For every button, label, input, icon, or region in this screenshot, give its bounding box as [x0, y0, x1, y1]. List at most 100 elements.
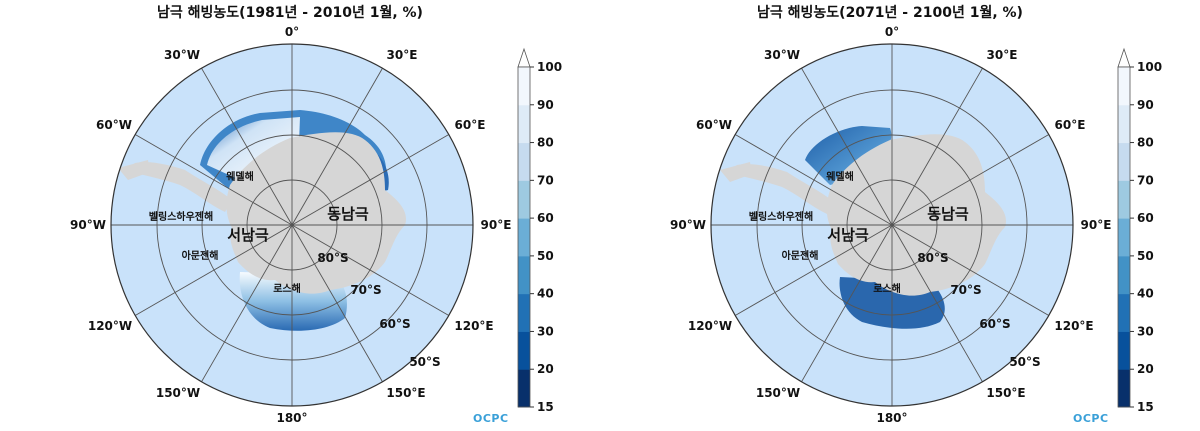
region-bellingshausen: 벨링스하우젠해: [149, 210, 213, 223]
lat-label: 80°S: [917, 251, 948, 265]
region-west-antarctica: 서남극: [227, 226, 269, 244]
colorbar-tick-label: 40: [1137, 287, 1154, 301]
meridians: [711, 44, 1073, 406]
map-title: 남극 해빙농도(2071년 - 2100년 1월, %): [757, 5, 1023, 21]
colorbar-tick-label: 30: [1137, 324, 1154, 338]
lon-label: 90°E: [1081, 218, 1112, 232]
colorbar-tick-label: 70: [1137, 173, 1154, 187]
colorbar: 15 20 30 40 50 60 70 80 90 100: [517, 47, 562, 414]
region-weddell: 웨델해: [826, 170, 854, 183]
region-amundsen: 아문젠해: [782, 249, 819, 262]
latitude-labels: 80°S 70°S 60°S 50°S: [917, 251, 1040, 369]
colorbar-tick-label: 60: [1137, 211, 1154, 225]
colorbar-band: [1118, 293, 1130, 332]
lon-label: 0°: [285, 25, 299, 39]
colorbar-band: [1118, 218, 1130, 257]
region-weddell: 웨델해: [226, 170, 254, 183]
lon-label: 30°E: [987, 48, 1018, 62]
colorbar-tick-label: 70: [537, 173, 554, 187]
lat-label: 60°S: [979, 317, 1010, 331]
panel-1981-2010: 남극 해빙농도(1981년 - 2010년 1월, %): [70, 5, 562, 425]
longitude-labels: 0° 30°E 60°E 90°E 120°E 150°E 180° 150°W…: [670, 25, 1111, 425]
lon-label: 120°E: [1054, 319, 1093, 333]
colorbar-tick-label: 40: [537, 287, 554, 301]
lon-label: 120°W: [88, 319, 132, 333]
colorbar-steps: [517, 47, 531, 408]
colorbar-band: [1118, 369, 1130, 408]
colorbar-tick-label: 100: [537, 60, 562, 74]
lon-label: 60°W: [96, 118, 132, 132]
colorbar-tick-label: 20: [1137, 362, 1154, 376]
lon-label: 150°E: [986, 386, 1025, 400]
colorbar-band: [1118, 142, 1130, 181]
colorbar-band: [518, 180, 530, 219]
colorbar-band: [518, 255, 530, 295]
region-labels: 웨델해 벨링스하우젠해 아문젠해 로스해 서남극 동남극: [149, 170, 369, 295]
colorbar-tick-label: 15: [537, 400, 554, 414]
colorbar-tick-label: 90: [537, 98, 554, 112]
colorbar-band: [1118, 331, 1130, 370]
peninsula-tip: [720, 162, 752, 182]
colorbar-tick-label: 30: [537, 324, 554, 338]
colorbar-extend-arrow: [517, 47, 531, 68]
antarctica-land: [826, 134, 1006, 296]
lat-label: 70°S: [950, 283, 981, 297]
colorbar-tick-label: 80: [537, 136, 554, 150]
map-border: [710, 43, 1074, 407]
region-ross: 로스해: [273, 282, 301, 295]
lon-label: 150°E: [386, 386, 425, 400]
lon-label: 60°E: [455, 118, 486, 132]
longitude-labels: 0° 30°E 60°E 90°E 120°E 150°E 180° 150°W…: [70, 25, 511, 425]
colorbar-tick-label: 20: [537, 362, 554, 376]
colorbar-tick-label: 50: [1137, 249, 1154, 263]
colorbar-band: [1118, 180, 1130, 219]
map-border: [110, 43, 474, 407]
antarctic-peninsula: [727, 164, 834, 214]
colorbar-tick-label: 15: [1137, 400, 1154, 414]
region-west-antarctica: 서남극: [827, 226, 869, 244]
colorbar-tick-label: 100: [1137, 60, 1162, 74]
region-amundsen: 아문젠해: [182, 249, 219, 262]
panel-2071-2100: 남극 해빙농도(2071년 - 2100년 1월, %): [600, 0, 1200, 431]
colorbar-band: [518, 218, 530, 257]
colorbar-band: [518, 293, 530, 332]
lon-label: 180°: [876, 411, 907, 425]
colorbar: 15 20 30 40 50 60 70 80 90 100: [1117, 47, 1162, 414]
colorbar-frame: [517, 66, 531, 408]
lon-label: 60°E: [1055, 118, 1086, 132]
colorbar-frame: [1117, 66, 1131, 408]
colorbar-band: [1118, 104, 1130, 144]
region-ross: 로스해: [873, 282, 901, 295]
lon-label: 30°W: [164, 48, 200, 62]
lon-label: 120°W: [688, 319, 732, 333]
lon-label: 60°W: [696, 118, 732, 132]
polar-map: 0° 30°E 60°E 90°E 120°E 150°E 180° 150°W…: [670, 25, 1111, 425]
lat-label: 50°S: [409, 355, 440, 369]
lon-label: 90°W: [70, 218, 106, 232]
colorbar-band: [518, 67, 530, 106]
lon-label: 90°E: [481, 218, 512, 232]
region-east-antarctica: 동남극: [327, 205, 369, 223]
antarctica-land: [226, 132, 406, 294]
region-labels: 웨델해 벨링스하우젠해 아문젠해 로스해 서남극 동남극: [749, 170, 969, 295]
lon-label: 90°W: [670, 218, 706, 232]
colorbar-band: [518, 369, 530, 408]
lon-label: 150°W: [156, 386, 200, 400]
parallels: [756, 89, 1028, 361]
colorbar-steps: [1117, 47, 1131, 408]
lat-label: 70°S: [350, 283, 381, 297]
colorbar-band: [1118, 255, 1130, 295]
colorbar-tick-label: 80: [1137, 136, 1154, 150]
lon-label: 30°E: [387, 48, 418, 62]
ocpc-logo: OCPC: [1073, 412, 1109, 425]
colorbar-ticks: 15 20 30 40 50 60 70 80 90 100: [1130, 60, 1162, 414]
lon-label: 120°E: [454, 319, 493, 333]
region-bellingshausen: 벨링스하우젠해: [749, 210, 813, 223]
lon-label: 0°: [885, 25, 899, 39]
colorbar-ticks: 15 20 30 40 50 60 70 80 90 100: [530, 60, 562, 414]
meridians: [111, 44, 473, 406]
colorbar-tick-label: 90: [1137, 98, 1154, 112]
lat-label: 80°S: [317, 251, 348, 265]
ocpc-logo: OCPC: [473, 412, 509, 425]
colorbar-tick-label: 50: [537, 249, 554, 263]
